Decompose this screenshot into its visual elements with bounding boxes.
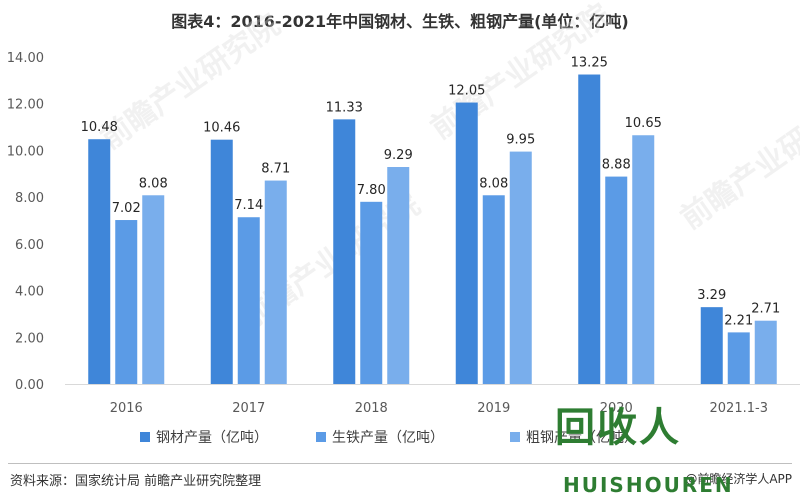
data-label: 8.08 [139, 176, 168, 191]
data-label: 10.65 [625, 116, 662, 131]
y-tick-label: 4.00 [15, 285, 44, 300]
data-label: 9.29 [384, 148, 413, 163]
y-tick-label: 2.00 [15, 331, 44, 346]
y-tick-label: 10.00 [7, 144, 44, 159]
y-axis: 0.00 2.00 4.00 6.00 8.00 10.00 12.00 14.00 [7, 51, 44, 393]
data-label: 11.33 [326, 100, 363, 115]
bar-2021.1-3-series-2 [727, 332, 750, 384]
x-tick-label: 2021.1-3 [710, 401, 768, 416]
bars-layer: 10.48 7.02 8.08 10.46 7.14 8.71 11.33 7.80 9.29 1… [81, 56, 780, 385]
footer-divider [8, 463, 792, 464]
data-label: 3.29 [697, 288, 726, 303]
x-tick-label: 2018 [355, 401, 388, 416]
y-tick-label: 0.00 [15, 378, 44, 393]
legend-label: 钢材产量（亿吨） [156, 430, 268, 446]
data-label: 2.21 [724, 313, 753, 328]
data-label: 7.02 [112, 201, 141, 216]
watermark-text: 前瞻产业研究院 [675, 87, 800, 236]
bar-2020-series-2 [605, 176, 628, 384]
source-note: 资料来源：国家统计局 前瞻产业研究院整理 [10, 474, 262, 489]
x-axis: 2016 2017 2018 2019 2020 2021.1-3 [65, 384, 800, 416]
bar-2020-series-1 [578, 74, 601, 385]
data-label: 10.48 [81, 120, 118, 135]
bar-2020-series-3 [632, 135, 655, 384]
legend: 钢材产量（亿吨） 生铁产量（亿吨） 粗钢产量（亿吨） [140, 430, 638, 446]
legend-swatch [510, 432, 520, 442]
footer-brand: @前瞻经济学人APP [685, 472, 792, 486]
data-label: 8.71 [261, 162, 290, 177]
bar-2017-series-2 [237, 217, 260, 384]
bar-2021.1-3-series-1 [700, 307, 723, 384]
bar-2018-series-3 [387, 167, 410, 384]
y-tick-label: 6.00 [15, 238, 44, 253]
data-label: 8.08 [479, 176, 508, 191]
data-label: 7.14 [234, 198, 263, 213]
data-label: 13.25 [571, 56, 608, 71]
y-tick-label: 12.00 [7, 98, 44, 113]
data-label: 9.95 [506, 133, 535, 148]
bar-2017-series-1 [210, 139, 233, 384]
data-label: 7.80 [357, 183, 386, 198]
legend-swatch [316, 432, 326, 442]
bar-2017-series-3 [264, 180, 287, 384]
x-tick-label: 2019 [477, 401, 510, 416]
bar-2016-series-1 [88, 139, 111, 384]
chart-title: 图表4：2016-2021年中国钢材、生铁、粗钢产量(单位：亿吨) [171, 12, 629, 31]
bar-2019-series-1 [455, 102, 478, 385]
data-label: 2.71 [751, 302, 780, 317]
bar-2019-series-3 [509, 151, 532, 384]
legend-label: 粗钢产量（亿吨） [526, 430, 638, 446]
bar-2021.1-3-series-3 [754, 320, 777, 384]
bar-2016-series-2 [115, 220, 138, 384]
data-label: 12.05 [448, 84, 485, 99]
x-tick-label: 2017 [232, 401, 265, 416]
legend-swatch [140, 432, 150, 442]
watermark-text: 前瞻产业研究院 [95, 7, 287, 156]
bar-2019-series-2 [482, 195, 505, 384]
legend-label: 生铁产量（亿吨） [332, 430, 444, 446]
y-tick-label: 8.00 [15, 191, 44, 206]
bar-2018-series-2 [360, 201, 383, 384]
bar-2018-series-1 [333, 119, 356, 384]
x-tick-label: 2016 [110, 401, 143, 416]
data-label: 10.46 [203, 121, 240, 136]
x-tick-label: 2020 [600, 401, 633, 416]
data-label: 8.88 [602, 158, 631, 173]
bar-2016-series-3 [142, 195, 165, 384]
y-tick-label: 14.00 [7, 51, 44, 66]
